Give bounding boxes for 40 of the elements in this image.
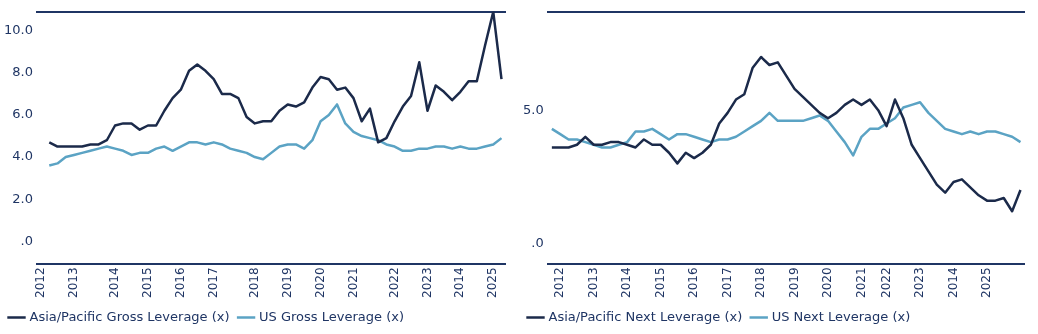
x-tick-label: 2014 [619, 267, 634, 299]
y-tick-label: .0 [20, 232, 33, 248]
x-tick-label: 2012 [552, 267, 567, 299]
x-tick-label: 2022 [386, 267, 401, 299]
x-tick-label: 2018 [753, 267, 768, 299]
x-tick-label: 2013 [66, 267, 81, 299]
x-tick-label: 2014 [945, 267, 960, 299]
x-tick-label: 2025 [979, 267, 994, 299]
x-tick-label: 2020 [820, 267, 835, 299]
x-tick-label: 2016 [172, 267, 187, 299]
x-tick-label: 2019 [279, 267, 294, 299]
legend-label: US Gross Leverage (x) [259, 308, 404, 324]
y-tick-label: 5.0 [522, 101, 544, 117]
y-tick-label: 6.0 [12, 106, 33, 122]
y-tick-label: .0 [531, 234, 544, 250]
x-tick-label: 2017 [719, 267, 734, 299]
x-tick-label: 2023 [419, 267, 434, 299]
y-tick-label: 8.0 [12, 64, 33, 80]
x-tick-label: 2013 [585, 267, 600, 299]
x-tick-label: 2021 [345, 267, 360, 299]
x-tick-label: 2015 [652, 267, 667, 299]
x-tick-label: 2022 [878, 267, 893, 299]
x-tick-label: 2017 [205, 267, 220, 299]
y-tick-label: 10.0 [3, 22, 33, 38]
x-tick-label: 2014 [107, 267, 122, 299]
x-tick-label: 2021 [853, 267, 868, 299]
x-tick-label: 2014 [452, 267, 467, 299]
legend-label: Asia/Pacific Next Leverage (x) [548, 308, 743, 324]
y-tick-label: 2.0 [12, 190, 33, 206]
x-tick-label: 2020 [312, 267, 327, 299]
x-tick-label: 2015 [140, 267, 155, 299]
x-tick-label: 2023 [912, 267, 927, 299]
legend-label: US Next Leverage (x) [771, 308, 911, 324]
x-tick-label: 2018 [246, 267, 261, 299]
x-tick-label: 2012 [33, 267, 48, 299]
x-tick-label: 2025 [485, 267, 500, 299]
legend-label: Asia/Pacific Gross Leverage (x) [29, 308, 230, 324]
x-tick-label: 2019 [786, 267, 801, 299]
x-tick-label: 2016 [686, 267, 701, 299]
y-tick-label: 4.0 [12, 148, 33, 164]
